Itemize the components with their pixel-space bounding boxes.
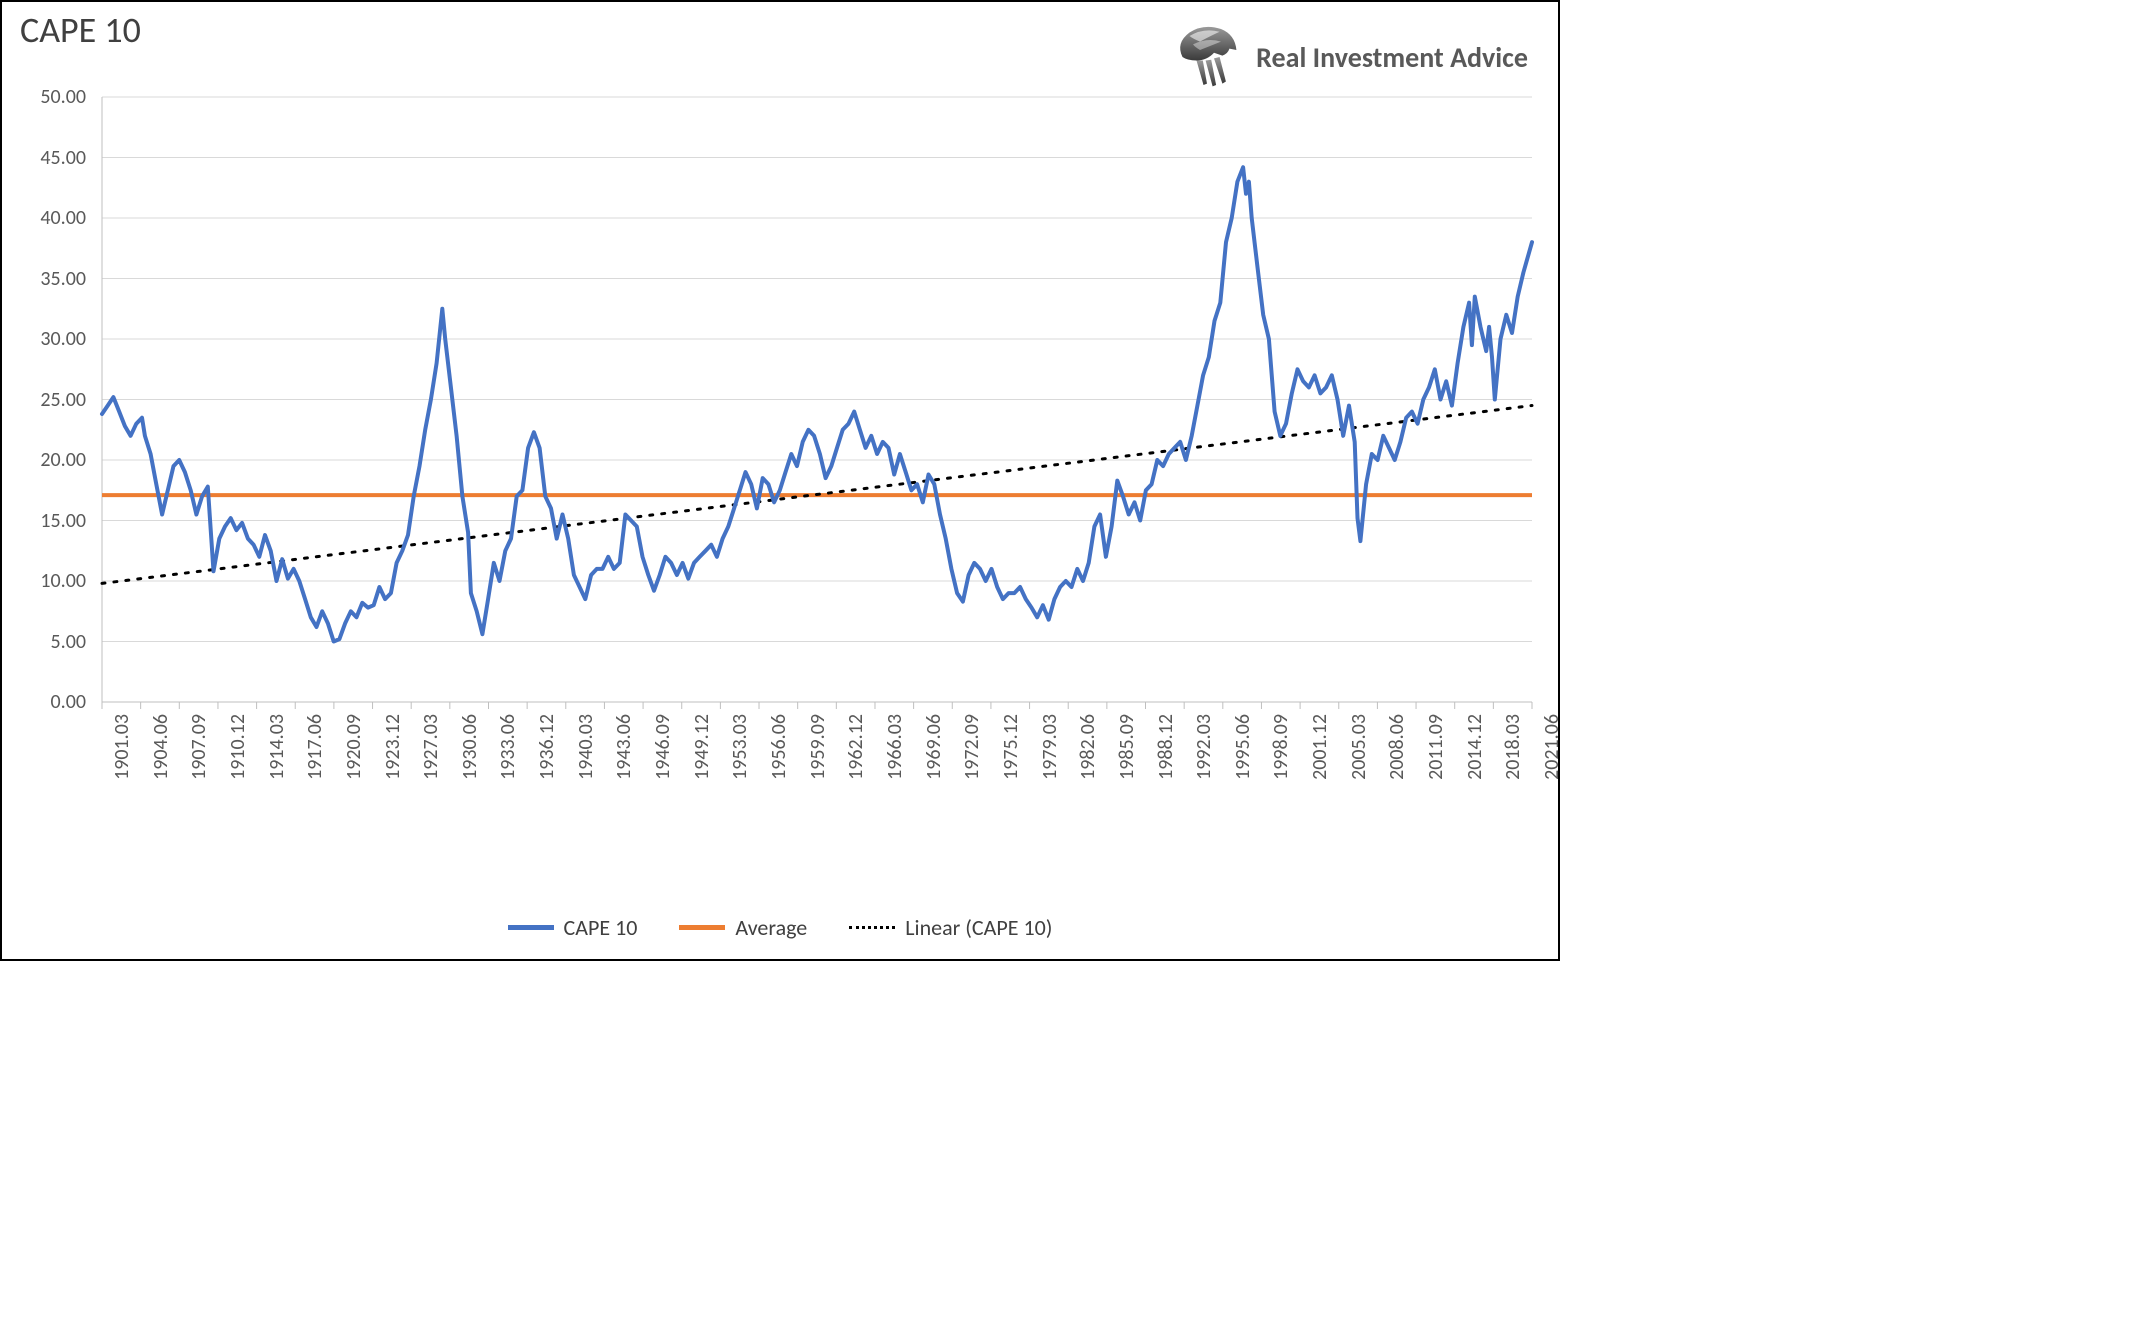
x-tick-label: 1927.03 bbox=[419, 714, 443, 814]
legend-item: Average bbox=[679, 914, 807, 941]
chart-frame: CAPE 10 Real Investment Advice 0.005.001… bbox=[0, 0, 1560, 961]
x-tick-label: 1943.06 bbox=[612, 714, 636, 814]
x-tick-label: 1930.06 bbox=[458, 714, 482, 814]
y-tick-label: 25.00 bbox=[2, 388, 86, 412]
x-tick-label: 1907.09 bbox=[187, 714, 211, 814]
y-tick-label: 50.00 bbox=[2, 85, 86, 109]
x-tick-label: 2005.03 bbox=[1347, 714, 1371, 814]
x-tick-label: 1901.03 bbox=[110, 714, 134, 814]
x-tick-label: 1923.12 bbox=[381, 714, 405, 814]
x-tick-label: 1979.03 bbox=[1038, 714, 1062, 814]
x-tick-label: 1992.03 bbox=[1192, 714, 1216, 814]
x-tick-label: 1904.06 bbox=[149, 714, 173, 814]
x-tick-label: 1920.09 bbox=[342, 714, 366, 814]
y-tick-label: 0.00 bbox=[2, 690, 86, 714]
y-tick-label: 10.00 bbox=[2, 569, 86, 593]
x-tick-label: 1998.09 bbox=[1269, 714, 1293, 814]
y-tick-label: 5.00 bbox=[2, 630, 86, 654]
y-tick-label: 35.00 bbox=[2, 267, 86, 291]
x-tick-label: 1910.12 bbox=[226, 714, 250, 814]
x-tick-label: 2021.06 bbox=[1540, 714, 1564, 814]
legend-label: Average bbox=[735, 914, 807, 941]
x-tick-label: 1946.09 bbox=[651, 714, 675, 814]
y-tick-label: 45.00 bbox=[2, 146, 86, 170]
legend-item: CAPE 10 bbox=[508, 914, 638, 941]
legend-label: Linear (CAPE 10) bbox=[905, 914, 1052, 941]
x-tick-label: 1956.06 bbox=[767, 714, 791, 814]
x-tick-label: 1962.12 bbox=[844, 714, 868, 814]
legend-swatch bbox=[508, 925, 554, 930]
chart-legend: CAPE 10 Average Linear (CAPE 10) bbox=[2, 914, 1558, 941]
y-tick-label: 20.00 bbox=[2, 448, 86, 472]
legend-swatch bbox=[679, 925, 725, 930]
x-tick-label: 1982.06 bbox=[1076, 714, 1100, 814]
x-tick-label: 1995.06 bbox=[1231, 714, 1255, 814]
x-tick-label: 1959.09 bbox=[806, 714, 830, 814]
x-tick-label: 1940.03 bbox=[574, 714, 598, 814]
x-tick-label: 1933.06 bbox=[496, 714, 520, 814]
x-tick-label: 1949.12 bbox=[690, 714, 714, 814]
y-tick-label: 30.00 bbox=[2, 327, 86, 351]
x-tick-label: 1966.03 bbox=[883, 714, 907, 814]
x-tick-label: 2018.03 bbox=[1501, 714, 1525, 814]
x-tick-label: 1985.09 bbox=[1115, 714, 1139, 814]
y-tick-label: 15.00 bbox=[2, 509, 86, 533]
x-tick-label: 1953.03 bbox=[728, 714, 752, 814]
x-tick-label: 1936.12 bbox=[535, 714, 559, 814]
x-tick-label: 1914.03 bbox=[265, 714, 289, 814]
legend-label: CAPE 10 bbox=[564, 914, 638, 941]
x-tick-label: 2014.12 bbox=[1463, 714, 1487, 814]
x-tick-label: 1969.06 bbox=[922, 714, 946, 814]
legend-item: Linear (CAPE 10) bbox=[849, 914, 1052, 941]
x-tick-label: 1975.12 bbox=[999, 714, 1023, 814]
x-tick-label: 2011.09 bbox=[1424, 714, 1448, 814]
y-tick-label: 40.00 bbox=[2, 206, 86, 230]
x-tick-label: 1972.09 bbox=[960, 714, 984, 814]
x-tick-label: 2008.06 bbox=[1385, 714, 1409, 814]
legend-swatch bbox=[849, 926, 895, 929]
x-tick-label: 1917.06 bbox=[303, 714, 327, 814]
chart-plot-area bbox=[2, 2, 1562, 963]
x-tick-label: 1988.12 bbox=[1154, 714, 1178, 814]
x-tick-label: 2001.12 bbox=[1308, 714, 1332, 814]
